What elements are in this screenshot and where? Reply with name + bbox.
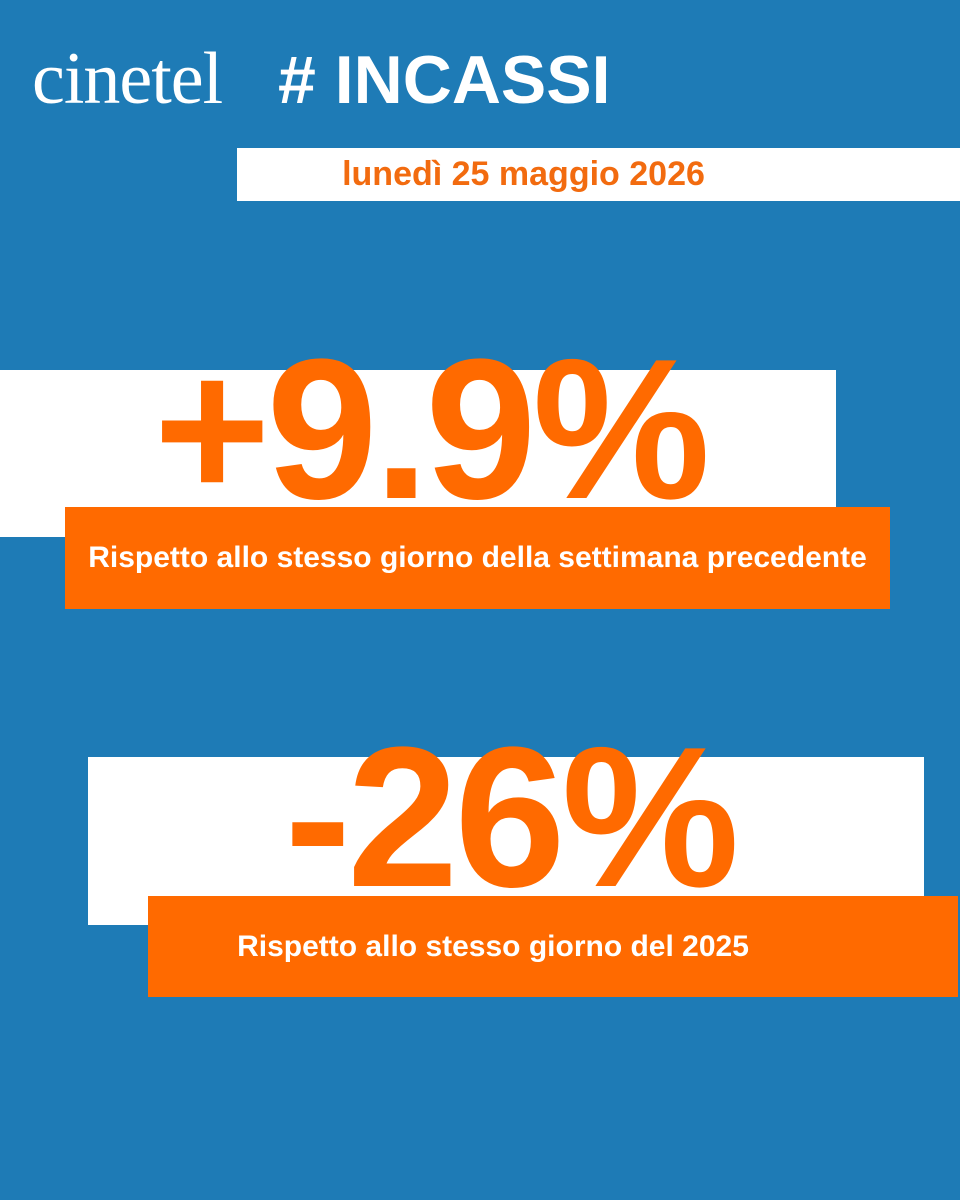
title: # INCASSI: [278, 42, 611, 118]
date-band: [237, 148, 960, 201]
date: lunedì 25 maggio 2026: [342, 155, 705, 193]
logo: cinetel: [32, 38, 223, 120]
stat-caption: Rispetto allo stesso giorno della settim…: [65, 507, 890, 609]
stat-value: -26%: [284, 706, 740, 929]
stat-caption: Rispetto allo stesso giorno del 2025: [148, 896, 958, 997]
stat-value: +9.9%: [153, 318, 711, 541]
